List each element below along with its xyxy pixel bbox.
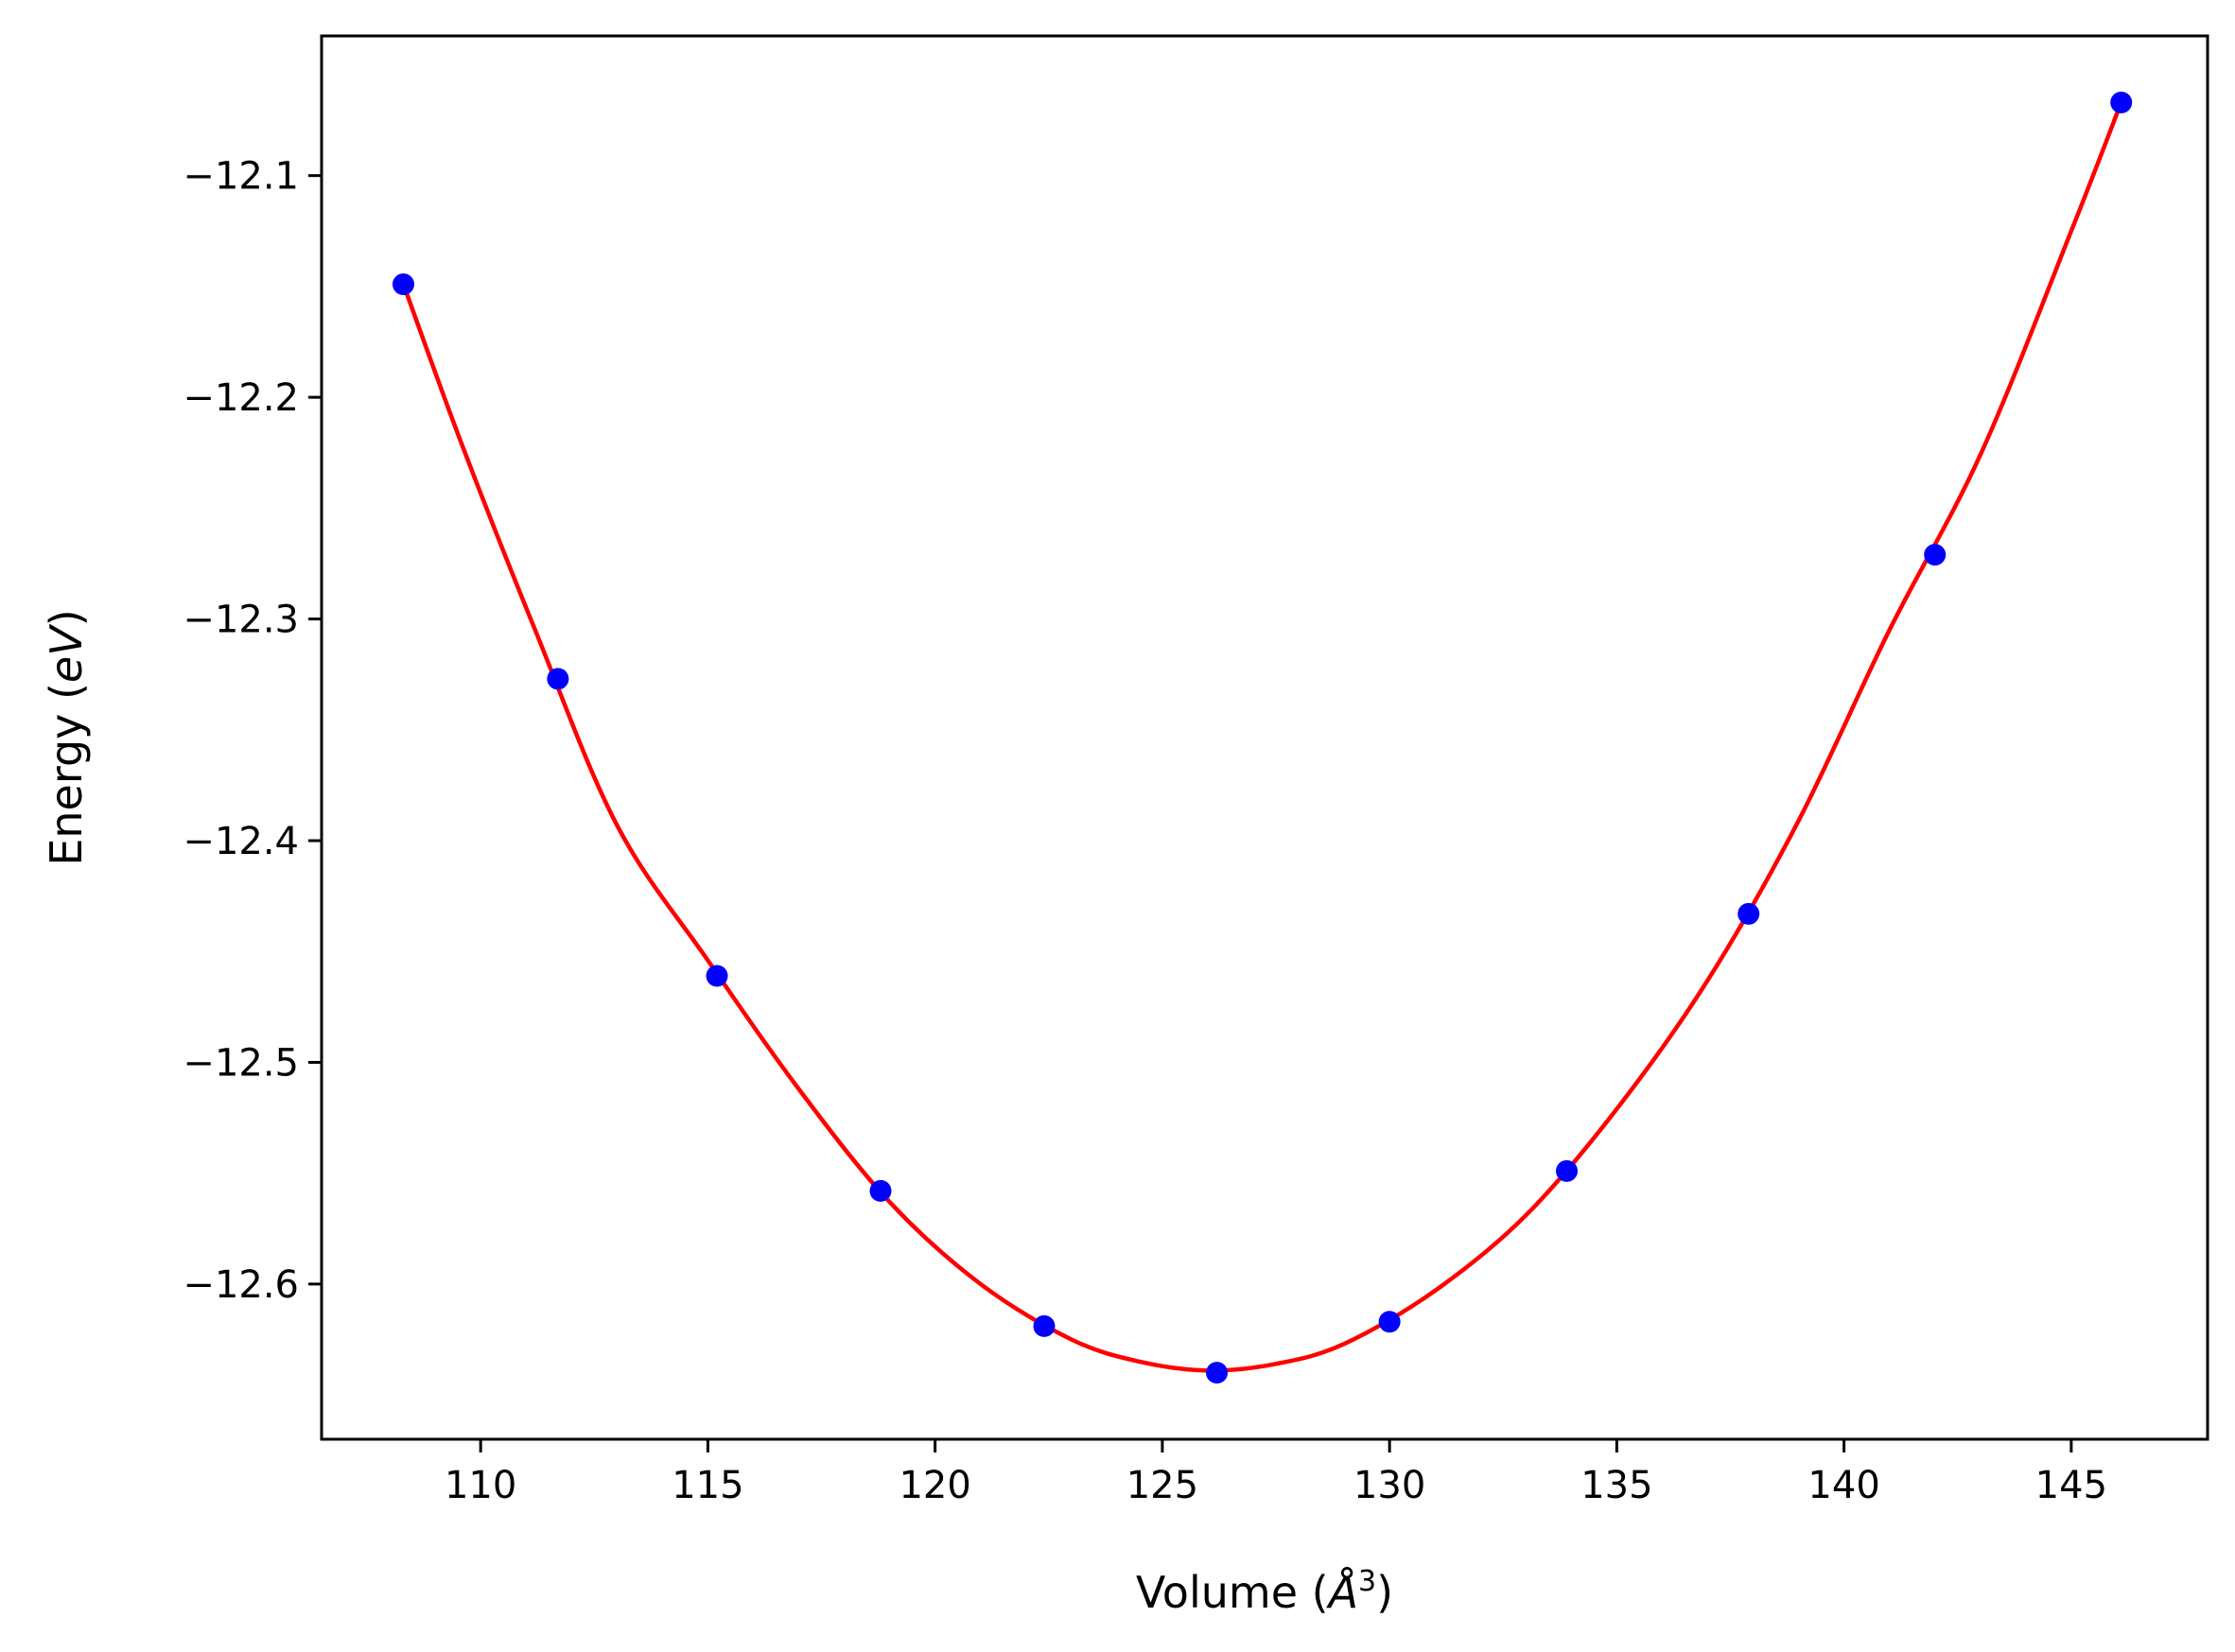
data-point [1206,1362,1229,1384]
data-point [2110,91,2133,113]
data-point [1556,1159,1579,1182]
data-point [1924,544,1947,566]
plot-area [322,36,2208,1439]
data-point [1737,902,1760,925]
x-tick-label: 145 [2035,1464,2107,1507]
x-tick-label: 125 [1126,1464,1198,1507]
y-axis-ticks: −12.1 −12.2 −12.3 −12.4 −12.5 −12.6 [183,155,322,1307]
fit-curve-layer [401,101,2123,1373]
x-tick-label: 135 [1580,1464,1652,1507]
data-point [392,273,414,296]
x-tick-label: 120 [899,1464,970,1507]
y-tick-label: −12.1 [183,155,299,199]
y-tick-label: −12.5 [183,1041,299,1085]
x-tick-label: 110 [445,1464,516,1507]
plot-frame [320,34,2209,1441]
data-point [1378,1311,1401,1333]
x-axis-label: Volume (Å3) [1136,1565,1393,1618]
y-tick-label: −12.6 [183,1263,299,1307]
data-point [547,668,569,690]
data-point [1033,1314,1056,1337]
x-tick-label: 140 [1807,1464,1879,1507]
y-tick-label: −12.4 [183,820,299,863]
y-tick-label: −12.3 [183,599,299,642]
data-point [706,965,728,987]
y-tick-label: −12.2 [183,376,299,420]
x-tick-label: 130 [1353,1464,1425,1507]
data-point [869,1179,892,1202]
y-axis-label: Energy (eV) [41,609,92,865]
x-tick-label: 115 [672,1464,743,1507]
data-points-layer [392,91,2133,1384]
x-axis-ticks: 110 115 120 125 130 135 140 145 [445,1439,2107,1507]
fit-curve-line [401,101,2123,1373]
